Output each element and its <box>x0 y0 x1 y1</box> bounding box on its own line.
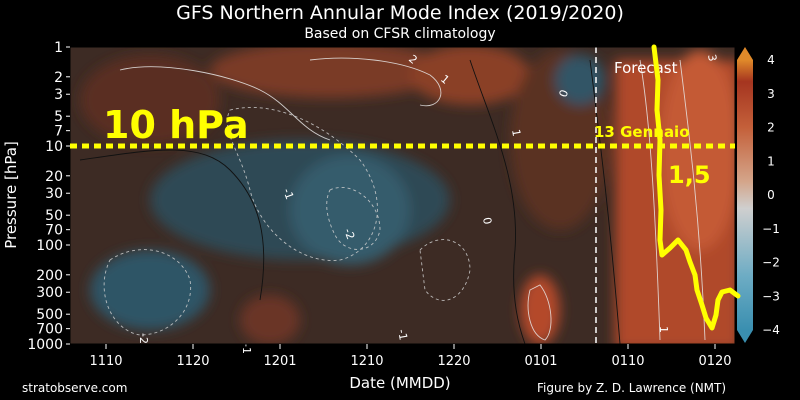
contour-label: -2 <box>341 227 357 242</box>
y-axis-label: Pressure [hPa] <box>2 141 20 249</box>
contour-label: 1 <box>509 128 523 137</box>
credit-website: stratobserve.com <box>22 381 128 395</box>
credit-author: Figure by Z. D. Lawrence (NMT) <box>537 381 727 395</box>
contour-label: -1 <box>395 328 410 341</box>
chart-subtitle: Based on CFSR climatology <box>304 26 496 42</box>
colorbar-max-arrow <box>737 47 753 60</box>
contour-label: 1 <box>657 326 670 333</box>
y-tick-label: 300 <box>36 285 63 301</box>
contour-label: 0 <box>480 216 494 225</box>
value-annotation: 1,5 <box>668 161 711 189</box>
hand-drawn-trace <box>651 44 741 331</box>
x-tick-label: 1201 <box>263 354 296 369</box>
colorbar-tick-label: 2 <box>767 121 775 135</box>
colorbar-tick-label: 3 <box>767 87 775 101</box>
colorbar-tick-label: −2 <box>762 256 780 270</box>
y-tick-label: 3 <box>54 87 63 103</box>
y-tick-label: 500 <box>36 307 63 323</box>
chart-title: GFS Northern Annular Mode Index (2019/20… <box>176 2 624 24</box>
level-annotation: 10 hPa <box>103 103 249 147</box>
y-tick-label: 20 <box>45 169 63 185</box>
y-tick-label: 1 <box>54 40 63 56</box>
colorbar: 4 3 2 1 0 −1 −2 −3 −4 <box>737 47 780 343</box>
x-tick-label: 1210 <box>350 354 383 369</box>
y-tick-label: 10 <box>45 139 63 155</box>
colorbar-ticks: 4 3 2 1 0 −1 −2 −3 −4 <box>762 53 780 337</box>
colorbar-tick-label: −3 <box>762 289 780 303</box>
contour-label: 0 <box>557 88 572 99</box>
plot-frame <box>69 46 736 345</box>
colorbar-tick-label: 1 <box>767 154 775 168</box>
y-tick-label: 70 <box>45 223 63 239</box>
x-tick-label: 1220 <box>437 354 470 369</box>
y-tick-label: 5 <box>54 109 63 125</box>
contour-label: -1 <box>240 343 253 354</box>
y-tick-label: 100 <box>36 238 63 254</box>
x-tick-label: 0120 <box>698 354 731 369</box>
x-tick-label: 0110 <box>611 354 644 369</box>
colorbar-tick-label: −4 <box>762 323 780 337</box>
colorbar-min-arrow <box>737 330 753 343</box>
x-tick-label: 1110 <box>89 354 122 369</box>
y-tick-label: 1000 <box>27 337 63 353</box>
contour-label: -1 <box>280 187 296 202</box>
heatmap-field <box>70 47 735 344</box>
annotations: 10 hPa 13 Gennaio 1,5 <box>70 44 741 331</box>
x-axis-ticks: 1110 1120 1201 1210 1220 0101 0110 0120 <box>89 344 732 369</box>
contour-label: -2 <box>137 333 150 344</box>
forecast-label: Forecast <box>614 59 678 77</box>
colorbar-tick-label: −1 <box>762 222 780 236</box>
y-tick-label: 50 <box>45 208 63 224</box>
x-tick-label: 0101 <box>524 354 557 369</box>
x-tick-label: 1120 <box>176 354 209 369</box>
y-tick-label: 200 <box>36 268 63 284</box>
y-tick-label: 700 <box>36 322 63 338</box>
date-annotation: 13 Gennaio <box>594 123 690 141</box>
x-axis-label: Date (MMDD) <box>349 374 450 392</box>
colorbar-tick-label: 4 <box>767 53 775 67</box>
y-tick-label: 30 <box>45 186 63 202</box>
colorbar-tick-label: 0 <box>767 188 775 202</box>
colorbar-gradient <box>737 60 753 330</box>
y-tick-label: 2 <box>54 70 63 86</box>
y-tick-label: 7 <box>54 124 63 140</box>
contour-label: 3 <box>705 53 719 62</box>
